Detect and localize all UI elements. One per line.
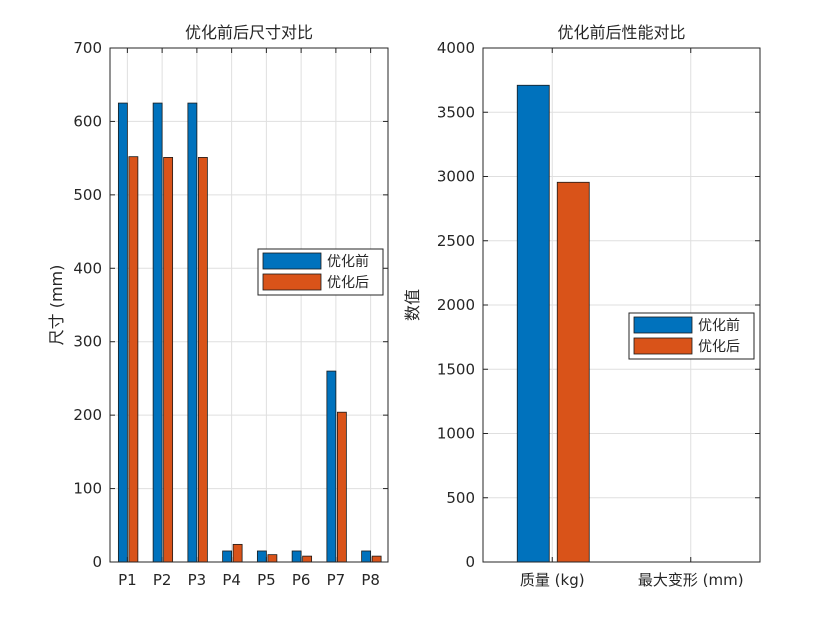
bar-after bbox=[302, 555, 313, 563]
x-tick-label: P6 bbox=[292, 571, 311, 589]
y-tick-label: 3000 bbox=[437, 168, 475, 186]
x-tick-label: P2 bbox=[153, 571, 172, 589]
y-tick-label: 700 bbox=[73, 39, 102, 57]
x-tick-label: P5 bbox=[257, 571, 276, 589]
y-tick-label: 2500 bbox=[437, 232, 475, 250]
legend-swatch bbox=[633, 316, 693, 334]
legend-label: 优化后 bbox=[698, 339, 740, 355]
legend-label: 优化前 bbox=[327, 253, 369, 270]
x-tick-label: 质量 (kg) bbox=[520, 571, 585, 589]
chart-performance-comparison: 0 500 1000 1500 2000 2500 3000 3500 4000 质量 (kg) 最… bbox=[403, 23, 761, 589]
bar-before bbox=[256, 550, 267, 563]
y-tick-label: 500 bbox=[446, 489, 475, 507]
bar-before bbox=[152, 102, 163, 563]
y-tick-label: 200 bbox=[73, 406, 102, 424]
x-tick-label: P3 bbox=[188, 571, 207, 589]
bar-after bbox=[371, 555, 382, 563]
x-tick-label: 最大变形 (mm) bbox=[638, 571, 744, 589]
bar-before bbox=[361, 550, 372, 563]
chart-title: 优化前后性能对比 bbox=[557, 23, 685, 42]
bar-before bbox=[291, 550, 302, 563]
bar-before bbox=[117, 102, 128, 563]
legend-swatch bbox=[262, 252, 322, 270]
bar-before bbox=[187, 102, 198, 563]
y-tick-label: 3500 bbox=[437, 103, 475, 121]
y-tick-label: 1000 bbox=[437, 425, 475, 443]
y-tick-label: 2000 bbox=[437, 296, 475, 314]
bar-after bbox=[556, 181, 590, 563]
y-tick-label: 100 bbox=[73, 480, 102, 498]
bar-after bbox=[128, 156, 139, 563]
x-tick-label: P7 bbox=[327, 571, 346, 589]
x-tick-label: P4 bbox=[222, 571, 241, 589]
legend-label: 优化前 bbox=[698, 317, 740, 334]
bar-after bbox=[163, 157, 174, 563]
bar-after bbox=[232, 543, 243, 563]
y-axis-label: 数值 bbox=[403, 289, 422, 321]
y-tick-label: 0 bbox=[92, 553, 102, 571]
y-axis-label: 尺寸 (mm) bbox=[47, 265, 66, 346]
chart-title: 优化前后尺寸对比 bbox=[185, 23, 313, 42]
y-tick-label: 1500 bbox=[437, 360, 475, 378]
y-tick-label: 4000 bbox=[437, 39, 475, 57]
bar-after bbox=[336, 411, 347, 563]
x-tick-label: P1 bbox=[118, 571, 137, 589]
bar-before bbox=[326, 370, 337, 563]
x-tick-label: P8 bbox=[361, 571, 380, 589]
y-tick-label: 0 bbox=[465, 553, 475, 571]
y-tick-label: 500 bbox=[73, 186, 102, 204]
chart-size-comparison: 0 100 200 300 400 500 600 700 P1 P2 P3 P4 P5 P6 P7 P8 优… bbox=[47, 23, 389, 589]
legend-swatch bbox=[633, 337, 693, 355]
bar-after bbox=[197, 157, 208, 563]
y-tick-label: 600 bbox=[73, 112, 102, 130]
bar-before bbox=[222, 550, 233, 563]
legend-swatch bbox=[262, 273, 322, 291]
y-tick-label: 400 bbox=[73, 259, 102, 277]
legend-label: 优化后 bbox=[327, 275, 369, 291]
bar-before bbox=[516, 84, 550, 563]
y-tick-label: 300 bbox=[73, 333, 102, 351]
bar-after bbox=[267, 554, 278, 563]
